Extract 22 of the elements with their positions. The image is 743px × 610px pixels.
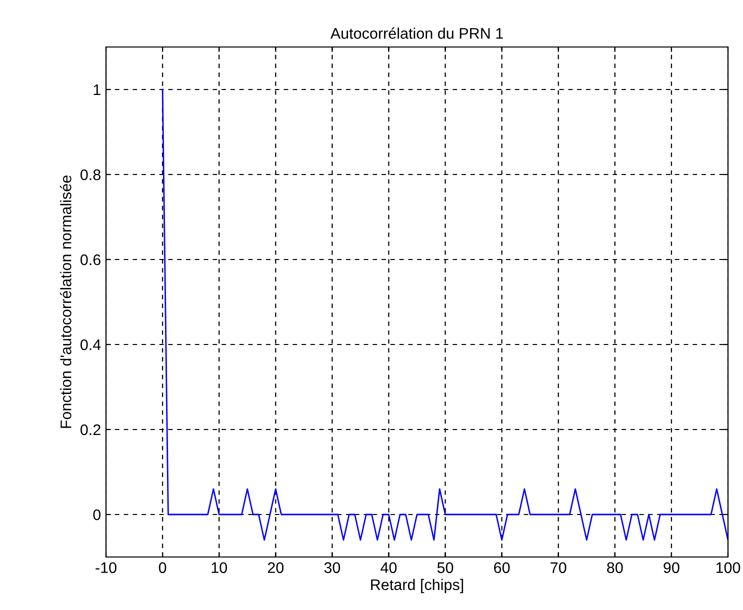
x-tick-label: 30 — [324, 562, 340, 574]
x-tick-label: 20 — [268, 562, 284, 574]
y-tick-label: 0.6 — [80, 254, 100, 266]
y-tick-label: 0.4 — [80, 339, 101, 350]
x-tick-label: -10 — [96, 562, 116, 574]
x-tick-label: 50 — [437, 562, 454, 574]
x-tick-label: 100 — [716, 562, 740, 574]
line-series — [162, 88, 728, 541]
y-tick-label: 0.8 — [80, 169, 100, 180]
x-tick-label: 70 — [550, 562, 566, 574]
y-tick-label: 0 — [93, 509, 101, 520]
x-tick-label: 60 — [494, 562, 510, 574]
x-tick-label: 40 — [380, 562, 397, 574]
y-tick-label: 0.2 — [80, 424, 100, 436]
x-axis-title: Retard [chips] — [371, 578, 464, 594]
x-tick-label: 80 — [607, 562, 623, 574]
y-tick-label: 1 — [94, 84, 100, 96]
x-tick-label: 10 — [212, 562, 227, 574]
x-tick-label: 90 — [664, 562, 680, 574]
x-tick-label: 0 — [158, 562, 166, 574]
y-axis-title: Fonction d'autocorrélation normalisée — [60, 176, 72, 428]
chart-title: Autocorrélation du PRN 1 — [330, 27, 503, 39]
